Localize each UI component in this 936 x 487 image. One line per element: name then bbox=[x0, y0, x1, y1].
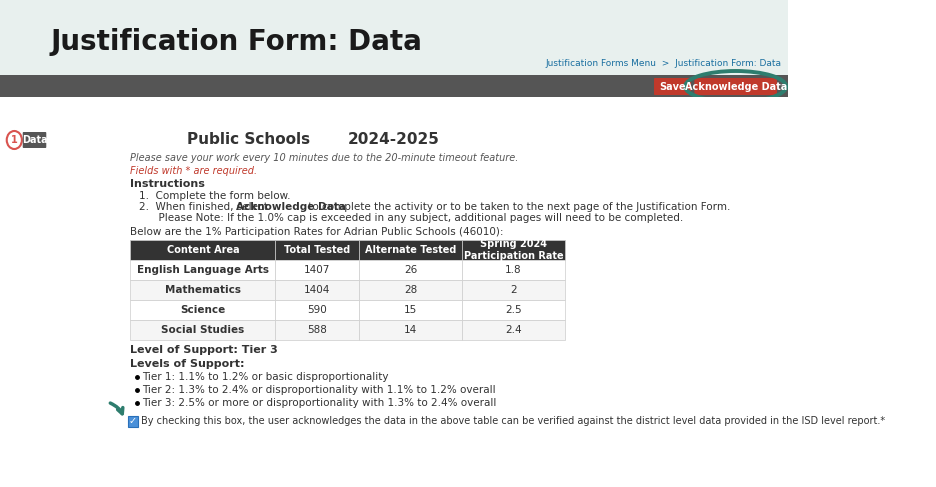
FancyBboxPatch shape bbox=[275, 280, 359, 300]
Text: Tier 2: 1.3% to 2.4% or disproportionality with 1.1% to 1.2% overall: Tier 2: 1.3% to 2.4% or disproportionali… bbox=[142, 385, 496, 395]
Text: 2.  When finished, select: 2. When finished, select bbox=[139, 202, 271, 212]
FancyBboxPatch shape bbox=[462, 300, 564, 320]
Text: Tier 3: 2.5% or more or disproportionality with 1.3% to 2.4% overall: Tier 3: 2.5% or more or disproportionali… bbox=[142, 398, 497, 408]
FancyBboxPatch shape bbox=[654, 78, 691, 95]
Text: Data: Data bbox=[22, 135, 48, 145]
FancyBboxPatch shape bbox=[130, 280, 275, 300]
Text: 26: 26 bbox=[404, 265, 417, 275]
Circle shape bbox=[7, 131, 22, 149]
Text: Below are the 1% Participation Rates for Adrian Public Schools (46010):: Below are the 1% Participation Rates for… bbox=[130, 227, 504, 237]
Text: Social Studies: Social Studies bbox=[161, 325, 244, 335]
FancyBboxPatch shape bbox=[275, 240, 359, 260]
FancyBboxPatch shape bbox=[130, 240, 275, 260]
Text: 588: 588 bbox=[307, 325, 328, 335]
FancyBboxPatch shape bbox=[695, 78, 777, 95]
Text: 2.5: 2.5 bbox=[505, 305, 521, 315]
Text: 1404: 1404 bbox=[304, 285, 330, 295]
Text: to complete the activity or to be taken to the next page of the Justification Fo: to complete the activity or to be taken … bbox=[305, 202, 730, 212]
Text: Please save your work every 10 minutes due to the 20-minute timeout feature.: Please save your work every 10 minutes d… bbox=[130, 153, 519, 163]
Text: 14: 14 bbox=[404, 325, 417, 335]
FancyBboxPatch shape bbox=[462, 240, 564, 260]
FancyBboxPatch shape bbox=[130, 300, 275, 320]
Text: 15: 15 bbox=[404, 305, 417, 315]
FancyBboxPatch shape bbox=[130, 260, 275, 280]
FancyBboxPatch shape bbox=[0, 75, 788, 97]
FancyArrowPatch shape bbox=[110, 403, 123, 414]
Text: 1: 1 bbox=[11, 135, 18, 145]
Text: 1.8: 1.8 bbox=[505, 265, 521, 275]
Text: Acknowledge Data: Acknowledge Data bbox=[236, 202, 345, 212]
Text: 2: 2 bbox=[510, 285, 517, 295]
FancyBboxPatch shape bbox=[462, 280, 564, 300]
Text: Justification Forms Menu  >  Justification Form: Data: Justification Forms Menu > Justification… bbox=[545, 59, 782, 69]
Text: 2024-2025: 2024-2025 bbox=[348, 132, 440, 148]
Text: Levels of Support:: Levels of Support: bbox=[130, 359, 245, 369]
FancyBboxPatch shape bbox=[0, 0, 788, 75]
FancyBboxPatch shape bbox=[275, 300, 359, 320]
Text: Acknowledge Data: Acknowledge Data bbox=[684, 81, 787, 92]
Text: By checking this box, the user acknowledges the data in the above table can be v: By checking this box, the user acknowled… bbox=[140, 416, 885, 426]
FancyBboxPatch shape bbox=[359, 280, 462, 300]
Text: Total Tested: Total Tested bbox=[285, 245, 350, 255]
Text: Tier 1: 1.1% to 1.2% or basic disproportionality: Tier 1: 1.1% to 1.2% or basic disproport… bbox=[142, 372, 388, 382]
Text: Justification Form: Data: Justification Form: Data bbox=[51, 28, 422, 56]
FancyBboxPatch shape bbox=[359, 320, 462, 340]
FancyBboxPatch shape bbox=[462, 320, 564, 340]
FancyBboxPatch shape bbox=[359, 300, 462, 320]
FancyBboxPatch shape bbox=[359, 240, 462, 260]
Text: Fields with * are required.: Fields with * are required. bbox=[130, 166, 257, 176]
Text: Level of Support: Tier 3: Level of Support: Tier 3 bbox=[130, 345, 278, 355]
Text: ✓: ✓ bbox=[129, 416, 137, 426]
Text: Content Area: Content Area bbox=[167, 245, 240, 255]
Text: 2.4: 2.4 bbox=[505, 325, 521, 335]
Text: Save: Save bbox=[659, 81, 686, 92]
Text: Please Note: If the 1.0% cap is exceeded in any subject, additional pages will n: Please Note: If the 1.0% cap is exceeded… bbox=[139, 213, 683, 223]
FancyBboxPatch shape bbox=[22, 132, 46, 148]
Text: 1.  Complete the form below.: 1. Complete the form below. bbox=[139, 191, 290, 201]
Text: Instructions: Instructions bbox=[130, 179, 205, 189]
FancyBboxPatch shape bbox=[359, 260, 462, 280]
FancyBboxPatch shape bbox=[462, 260, 564, 280]
Text: 1407: 1407 bbox=[304, 265, 330, 275]
FancyBboxPatch shape bbox=[275, 320, 359, 340]
Text: English Language Arts: English Language Arts bbox=[137, 265, 269, 275]
FancyBboxPatch shape bbox=[128, 415, 138, 427]
FancyBboxPatch shape bbox=[275, 260, 359, 280]
Text: Science: Science bbox=[181, 305, 226, 315]
FancyBboxPatch shape bbox=[0, 97, 788, 487]
Text: Spring 2024
Participation Rate: Spring 2024 Participation Rate bbox=[463, 239, 563, 261]
Text: 590: 590 bbox=[307, 305, 328, 315]
Text: Mathematics: Mathematics bbox=[165, 285, 241, 295]
FancyBboxPatch shape bbox=[130, 320, 275, 340]
Text: Alternate Tested: Alternate Tested bbox=[365, 245, 457, 255]
Text: 28: 28 bbox=[404, 285, 417, 295]
Text: Public Schools: Public Schools bbox=[187, 132, 310, 148]
